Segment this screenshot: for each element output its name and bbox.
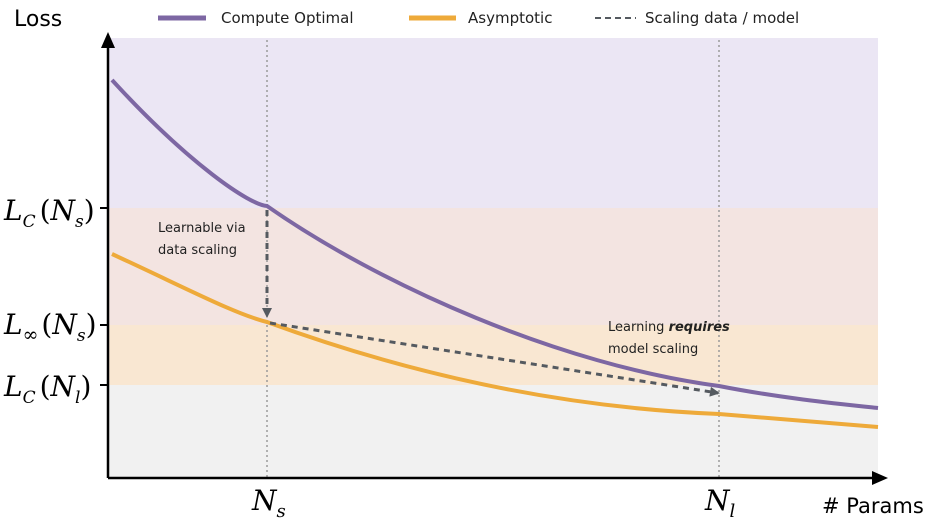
annotation-model-scaling: Learning requires model scaling [608,320,734,357]
band-bottom [108,385,878,478]
y-axis-arrow [101,32,115,48]
legend: Compute Optimal Asymptotic Scaling data … [158,9,799,27]
band-top [108,38,878,208]
band-lower-mid [108,325,878,385]
model-scaling-arrow [269,321,720,397]
xtick-label-ns: Ns [251,484,286,522]
x-axis-arrow [872,471,888,485]
compute-optimal-curve [110,78,879,410]
legend-label-asymptotic: Asymptotic [468,9,552,27]
x-axis-label: # Params [822,494,924,518]
xtick-label-nl: Nl [704,484,736,522]
y-axis-label: Loss [14,7,62,32]
annotation-data-scaling: Learnable via data scaling [158,221,250,258]
ytick-label-linf-ns: L∞ (Ns) [3,308,97,346]
ytick-label-lc-nl: LC (Nl) [3,370,91,408]
band-upper-mid [108,208,878,325]
ytick-label-lc-ns: LC (Ns) [3,194,95,232]
asymptotic-curve [111,252,879,429]
legend-label-scaling: Scaling data / model [645,9,799,27]
legend-label-compute-optimal: Compute Optimal [221,9,354,27]
